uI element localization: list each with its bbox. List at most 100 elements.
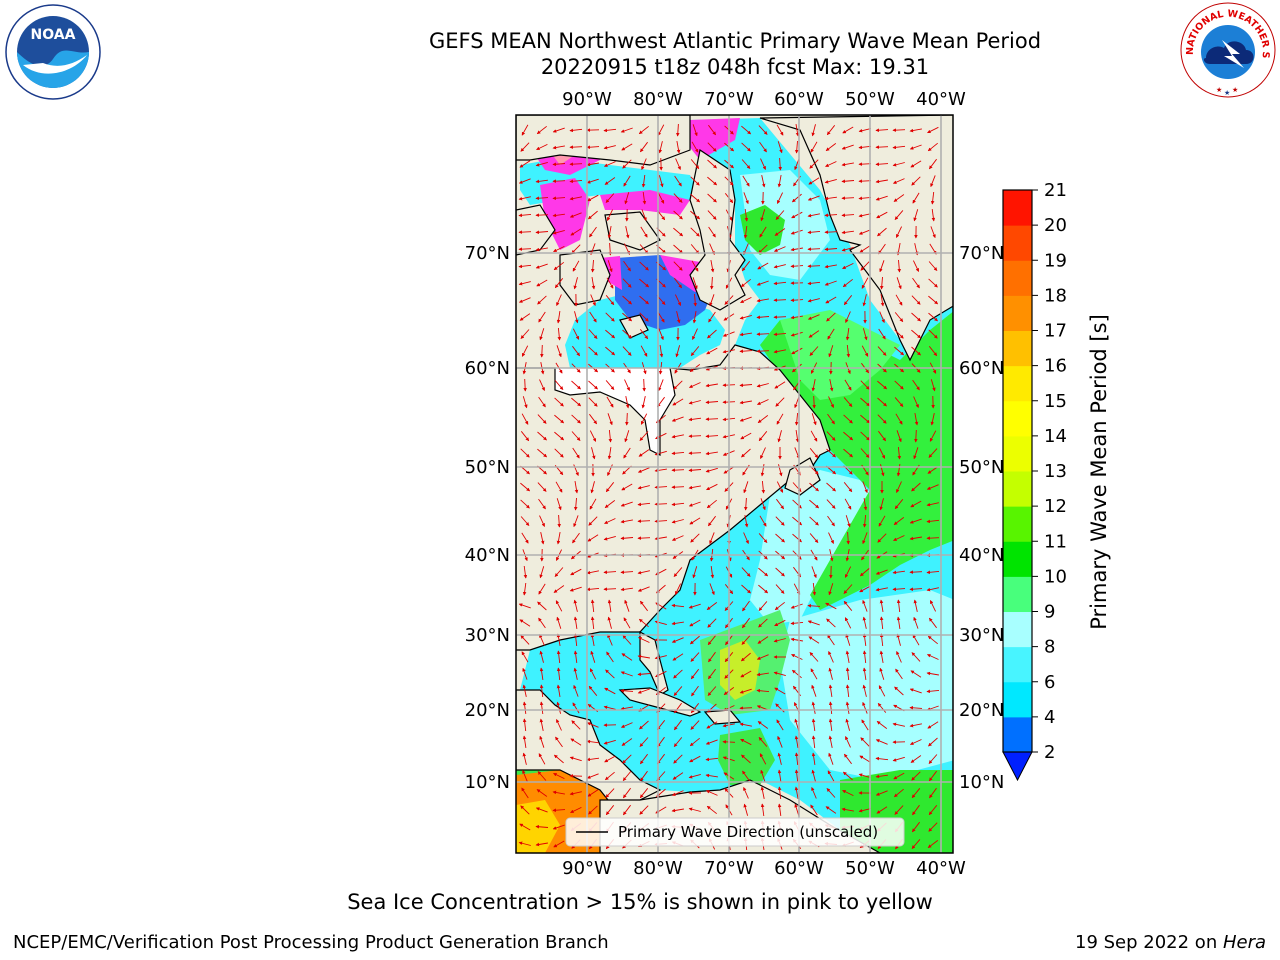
wave-direction-arrow — [756, 399, 769, 405]
wave-direction-arrow — [692, 311, 697, 324]
wave-direction-arrow — [638, 449, 650, 457]
wave-direction-arrow — [536, 143, 548, 151]
colorbar-segment — [1003, 611, 1032, 648]
wave-direction-arrow — [928, 295, 939, 305]
wave-direction-arrow — [878, 685, 886, 697]
wave-direction-arrow — [688, 451, 702, 455]
wave-direction-arrow — [523, 378, 527, 392]
wave-direction-arrow — [654, 536, 667, 541]
wave-direction-arrow — [589, 498, 597, 510]
wave-direction-arrow — [774, 687, 786, 695]
wave-direction-arrow — [812, 395, 816, 409]
wave-direction-arrow — [539, 684, 544, 698]
wave-direction-arrow — [790, 229, 803, 235]
wave-direction-arrow — [926, 536, 940, 540]
wave-direction-arrow — [710, 566, 715, 579]
wave-direction-arrow — [521, 413, 529, 425]
wave-direction-arrow — [588, 397, 598, 407]
wave-direction-arrow — [777, 752, 782, 765]
lon-label-bottom: 50°W — [845, 858, 895, 879]
wave-direction-arrow — [605, 380, 615, 391]
wave-direction-arrow — [657, 124, 665, 136]
wave-direction-arrow — [862, 328, 868, 341]
wave-direction-arrow — [930, 226, 936, 239]
wave-direction-arrow — [538, 311, 546, 323]
wave-direction-arrow — [877, 346, 887, 356]
wave-direction-arrow — [875, 195, 888, 201]
lon-label-top: 90°W — [562, 89, 612, 110]
wave-direction-arrow — [739, 688, 752, 694]
wave-direction-arrow — [638, 618, 649, 628]
wave-direction-arrow — [896, 633, 901, 646]
wave-direction-arrow — [756, 280, 769, 286]
lat-label-right: 30°N — [959, 625, 1004, 646]
lat-label-right: 20°N — [959, 700, 1004, 721]
colorbar-segment — [1003, 506, 1032, 542]
wave-direction-arrow — [654, 450, 667, 456]
wave-direction-arrow — [827, 328, 835, 340]
wave-direction-arrow — [637, 688, 650, 694]
wave-direction-arrow — [605, 788, 615, 798]
wave-direction-arrow — [841, 246, 854, 252]
wave-direction-arrow — [794, 769, 799, 783]
wave-direction-arrow — [590, 633, 595, 646]
wave-direction-arrow — [843, 431, 854, 441]
wave-direction-arrow — [758, 125, 768, 135]
wave-direction-arrow — [586, 739, 599, 744]
wave-direction-arrow — [640, 770, 648, 782]
wave-direction-arrow — [708, 668, 716, 680]
wave-direction-arrow — [807, 247, 821, 251]
wave-direction-arrow — [860, 737, 870, 747]
wave-direction-arrow — [707, 193, 717, 203]
wave-direction-arrow — [605, 346, 616, 356]
wave-direction-arrow — [895, 668, 903, 680]
chart-subtitle: 20220915 t18z 048h fcst Max: 19.31 — [540, 55, 930, 79]
wave-direction-arrow — [875, 774, 888, 779]
noaa-logo-icon: NOAA — [5, 4, 101, 100]
wave-direction-arrow — [624, 192, 630, 205]
wave-direction-arrow — [909, 587, 923, 591]
wave-direction-arrow — [706, 805, 717, 815]
wave-direction-arrow — [671, 434, 684, 439]
wave-direction-arrow — [827, 515, 835, 527]
wave-direction-arrow — [554, 448, 564, 458]
wave-direction-arrow — [929, 787, 937, 799]
wave-direction-arrow — [554, 414, 565, 424]
wave-direction-arrow — [673, 669, 683, 679]
wave-direction-arrow — [926, 502, 939, 507]
wave-direction-arrow — [552, 179, 566, 183]
wave-direction-arrow — [540, 532, 545, 545]
wave-direction-arrow — [828, 532, 834, 544]
wave-direction-arrow — [569, 791, 582, 796]
wave-direction-arrow — [689, 517, 701, 525]
map-gridlines — [516, 115, 953, 853]
wave-direction-arrow — [624, 599, 630, 612]
wave-direction-arrow — [807, 230, 821, 235]
wave-direction-arrow — [739, 349, 753, 353]
wave-direction-arrow — [877, 227, 887, 237]
wave-direction-arrow — [573, 515, 579, 528]
wave-direction-arrow — [654, 502, 668, 506]
wave-direction-arrow — [676, 123, 680, 137]
wave-direction-arrow — [607, 260, 613, 273]
wave-direction-arrow — [930, 413, 935, 426]
wave-direction-arrow — [828, 718, 833, 731]
wave-direction-arrow — [639, 244, 649, 254]
wave-direction-arrow — [588, 329, 598, 339]
wave-direction-arrow — [845, 311, 851, 324]
wave-direction-arrow — [828, 667, 833, 680]
wave-direction-arrow — [845, 701, 850, 714]
wave-direction-arrow — [606, 396, 614, 408]
wave-direction-arrow — [556, 701, 562, 714]
wave-direction-arrow — [841, 162, 854, 167]
wave-direction-arrow — [607, 599, 612, 612]
wave-direction-arrow — [790, 264, 804, 268]
wave-direction-arrow — [603, 128, 617, 133]
wave-direction-arrow — [586, 587, 600, 592]
wave-direction-arrow — [811, 124, 816, 137]
wave-direction-arrow — [911, 771, 921, 781]
wave-direction-arrow — [690, 720, 700, 730]
wave-direction-arrow — [758, 533, 768, 544]
wave-direction-arrow — [572, 532, 580, 544]
